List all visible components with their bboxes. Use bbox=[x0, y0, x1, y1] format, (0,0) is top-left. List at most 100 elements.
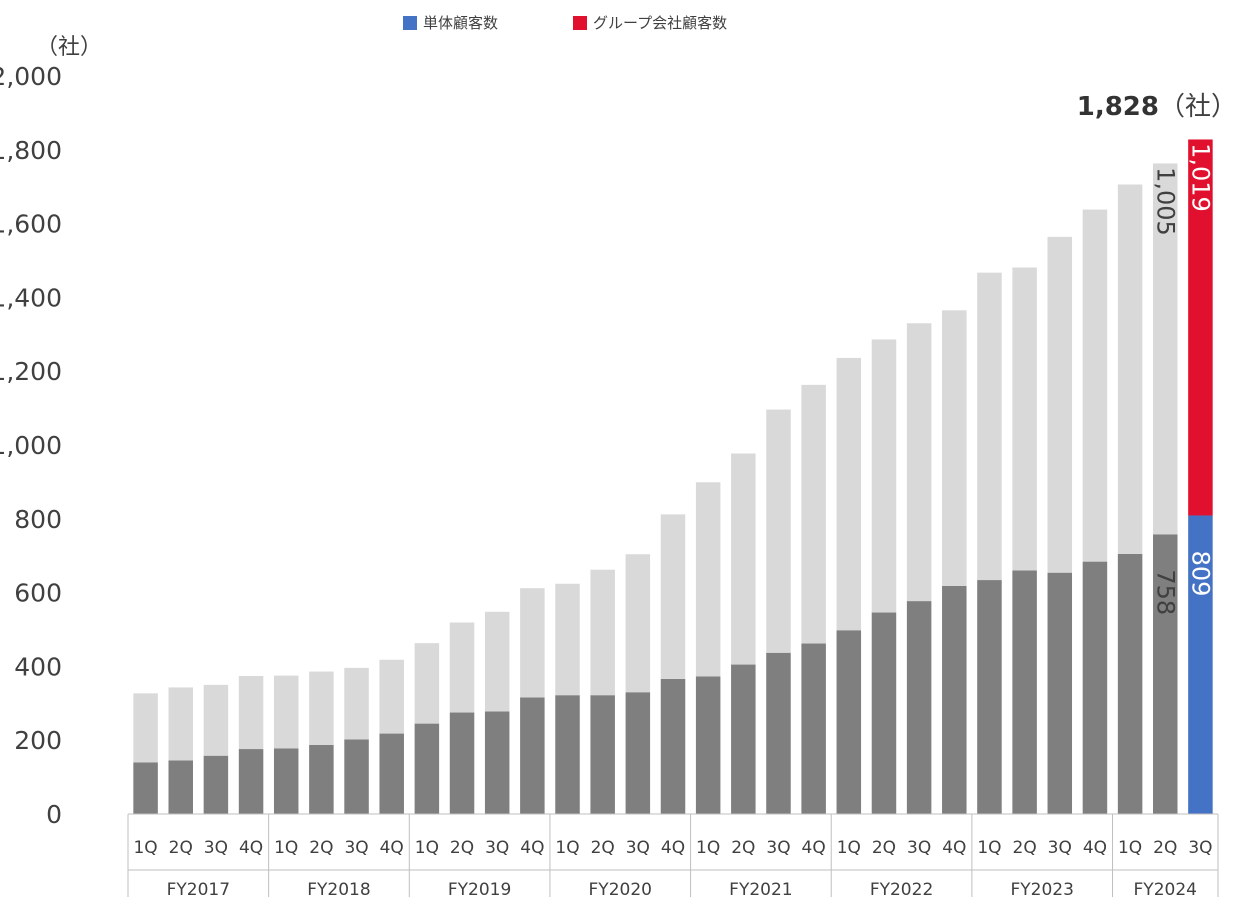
bar-group bbox=[309, 671, 334, 745]
bar-group bbox=[1047, 236, 1073, 573]
x-tick-label: 4Q bbox=[1083, 838, 1107, 858]
x-group-label: FY2018 bbox=[307, 880, 370, 897]
x-tick-label: 1Q bbox=[837, 838, 861, 858]
bar-standalone bbox=[1188, 515, 1213, 814]
bar-standalone bbox=[801, 643, 826, 814]
x-tick-label: 1Q bbox=[977, 838, 1001, 858]
bar-group bbox=[555, 583, 580, 696]
bar-group bbox=[203, 684, 229, 756]
bar-group bbox=[1153, 163, 1178, 535]
x-group-label: FY2017 bbox=[167, 880, 230, 897]
x-tick-label: 3Q bbox=[204, 838, 228, 858]
x-tick-label: 3Q bbox=[344, 838, 368, 858]
y-tick-label: 1,200 bbox=[0, 357, 62, 386]
bar-group bbox=[1188, 139, 1213, 516]
x-tick-label: 2Q bbox=[1153, 838, 1177, 858]
bar-group bbox=[449, 622, 475, 713]
y-tick-label: 2,000 bbox=[0, 62, 62, 91]
bar-standalone bbox=[168, 760, 193, 814]
bar-standalone bbox=[520, 697, 545, 814]
bar-standalone bbox=[871, 612, 897, 814]
x-group-label: FY2019 bbox=[448, 880, 511, 897]
bar-standalone bbox=[449, 712, 475, 814]
bar-group bbox=[379, 659, 404, 734]
bar-group bbox=[766, 409, 791, 653]
y-tick-label: 800 bbox=[14, 505, 62, 534]
legend-item-group: グループ会社顧客数 bbox=[573, 12, 727, 33]
x-tick-label: 2Q bbox=[731, 838, 755, 858]
x-tick-label: 2Q bbox=[450, 838, 474, 858]
y-tick-label: 1,600 bbox=[0, 210, 62, 239]
bar-group bbox=[1012, 267, 1037, 571]
bar-standalone bbox=[1117, 553, 1143, 814]
bar-standalone bbox=[203, 755, 229, 814]
x-tick-label: 4Q bbox=[802, 838, 826, 858]
data-label: 1,005 bbox=[1151, 167, 1179, 236]
x-tick-label: 3Q bbox=[766, 838, 790, 858]
bar-standalone bbox=[1047, 572, 1073, 814]
x-tick-label: 3Q bbox=[1048, 838, 1072, 858]
y-tick-label: 1,400 bbox=[0, 283, 62, 312]
bar-standalone bbox=[590, 695, 615, 814]
data-label: 809 bbox=[1186, 551, 1214, 597]
x-tick-label: 1Q bbox=[1118, 838, 1142, 858]
x-tick-label: 4Q bbox=[380, 838, 404, 858]
x-tick-label: 2Q bbox=[169, 838, 193, 858]
x-tick-label: 4Q bbox=[942, 838, 966, 858]
bar-standalone bbox=[977, 580, 1002, 814]
bar-group bbox=[520, 588, 545, 698]
bar-standalone bbox=[238, 749, 264, 814]
bar-standalone bbox=[766, 652, 791, 814]
bar-group bbox=[273, 675, 299, 749]
x-tick-label: 2Q bbox=[309, 838, 333, 858]
x-group-label: FY2022 bbox=[870, 880, 933, 897]
bar-standalone bbox=[625, 692, 651, 814]
bar-group bbox=[906, 323, 932, 602]
bar-standalone bbox=[836, 630, 862, 814]
y-tick-label: 0 bbox=[46, 800, 62, 829]
x-tick-label: 2Q bbox=[872, 838, 896, 858]
data-label: 1,019 bbox=[1186, 143, 1214, 212]
total-unit: （社） bbox=[1158, 92, 1237, 122]
y-tick-label: 600 bbox=[14, 579, 62, 608]
data-label: 758 bbox=[1151, 569, 1179, 615]
bar-standalone bbox=[273, 748, 299, 814]
bar-standalone bbox=[133, 762, 158, 814]
y-tick-label: 200 bbox=[14, 726, 62, 755]
bar-standalone bbox=[484, 711, 510, 814]
y-tick-label: 400 bbox=[14, 652, 62, 681]
bar-standalone bbox=[344, 739, 369, 814]
bar-group bbox=[871, 339, 897, 613]
bar-group bbox=[1117, 184, 1143, 554]
x-tick-label: 4Q bbox=[520, 838, 544, 858]
bar-group bbox=[942, 310, 967, 586]
bar-group bbox=[168, 687, 193, 761]
x-group-label: FY2024 bbox=[1134, 880, 1197, 897]
legend-label-standalone: 単体顧客数 bbox=[423, 14, 499, 32]
bar-group bbox=[695, 482, 721, 677]
y-tick-label: 1,800 bbox=[0, 136, 62, 165]
bar-standalone bbox=[379, 733, 404, 814]
x-group-label: FY2023 bbox=[1010, 880, 1073, 897]
bar-standalone bbox=[695, 676, 721, 814]
bar-group bbox=[977, 272, 1002, 581]
x-tick-label: 3Q bbox=[485, 838, 509, 858]
bar-group bbox=[414, 643, 440, 724]
bar-group bbox=[238, 675, 264, 750]
x-group-label: FY2020 bbox=[589, 880, 652, 897]
x-tick-label: 1Q bbox=[696, 838, 720, 858]
legend-item-standalone: 単体顧客数 bbox=[403, 12, 498, 33]
bar-standalone bbox=[1012, 570, 1037, 814]
bar-standalone bbox=[1153, 534, 1178, 814]
bar-standalone bbox=[731, 664, 756, 814]
legend-swatch-blue bbox=[403, 15, 417, 30]
bar-group bbox=[1082, 209, 1108, 562]
bar-group bbox=[801, 384, 826, 644]
total-label: 1,828（社） bbox=[1077, 86, 1237, 123]
bar-group bbox=[590, 569, 615, 696]
x-tick-label: 1Q bbox=[133, 838, 157, 858]
bar-standalone bbox=[942, 585, 967, 814]
bar-standalone bbox=[555, 695, 580, 814]
x-tick-label: 2Q bbox=[591, 838, 615, 858]
